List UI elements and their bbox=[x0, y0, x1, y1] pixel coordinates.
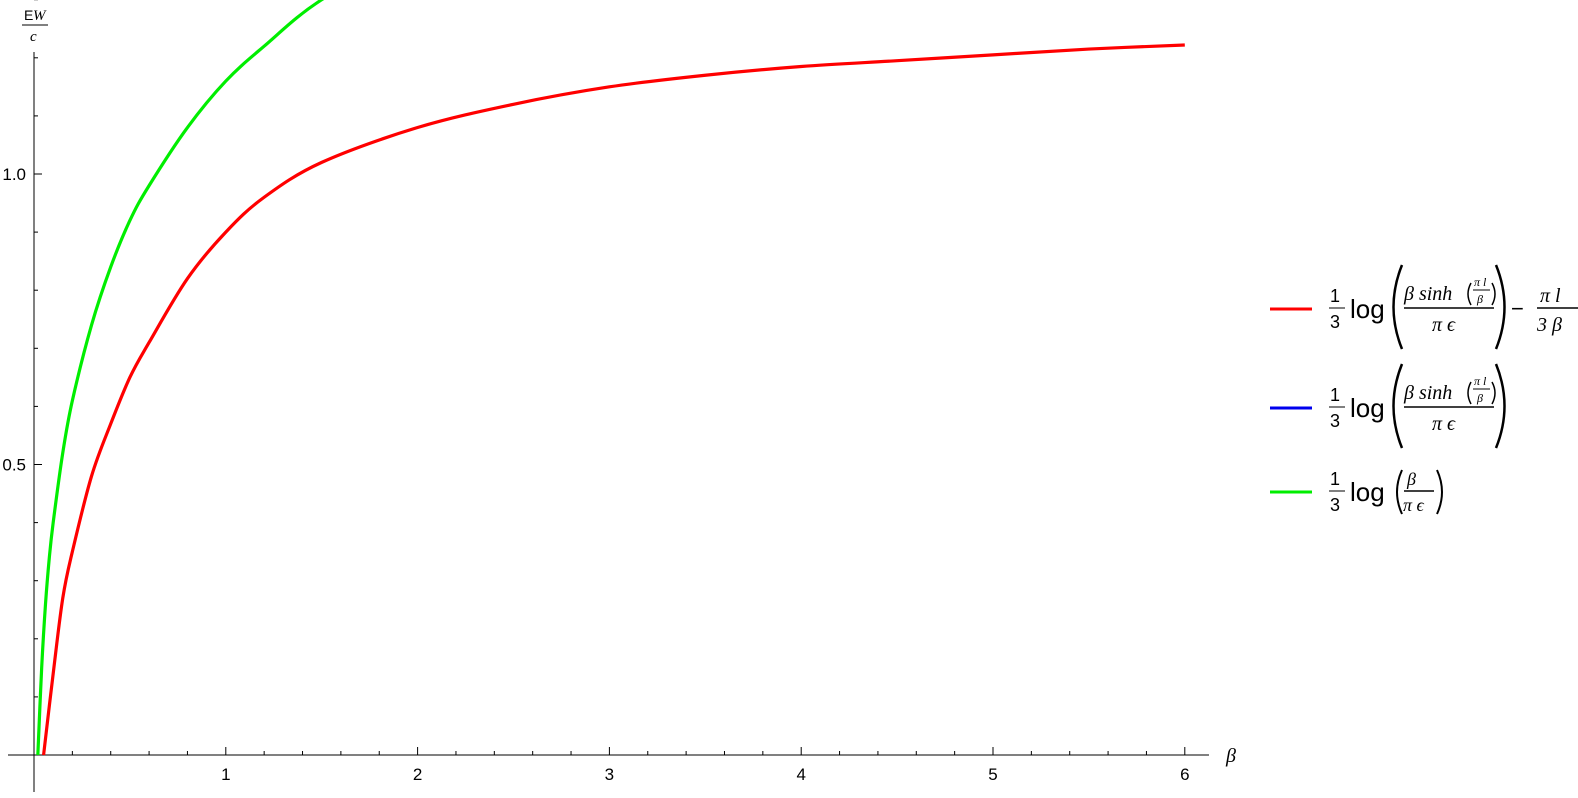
legend-entry-1: 1 3 log β sinh π l β π ϵ − π l 3 β bbox=[1270, 264, 1578, 350]
legend-1-tail-num: π l bbox=[1540, 285, 1561, 307]
legend-2-den: π ϵ bbox=[1432, 413, 1456, 435]
legend: 1 3 log β sinh π l β π ϵ − π l 3 β 1 3 l… bbox=[1270, 264, 1578, 515]
x-tick-label: 5 bbox=[988, 765, 997, 784]
legend-2-inner-den: β bbox=[1476, 391, 1483, 405]
legend-2-inner-num: π l bbox=[1474, 374, 1487, 388]
legend-2-func: log bbox=[1350, 393, 1385, 423]
series-3-line bbox=[36, 0, 325, 756]
legend-1-coef-num: 1 bbox=[1330, 286, 1340, 306]
legend-1-inner-den: β bbox=[1476, 292, 1483, 306]
legend-2-coef-num: 1 bbox=[1330, 385, 1340, 405]
x-tick-label: 1 bbox=[221, 765, 230, 784]
series-1-line bbox=[42, 43, 1185, 756]
series-layer bbox=[36, 0, 1185, 756]
legend-1-func: log bbox=[1350, 294, 1385, 324]
legend-1-den: π ϵ bbox=[1432, 314, 1456, 336]
legend-3-num: β bbox=[1406, 469, 1416, 489]
x-tick-label: 3 bbox=[605, 765, 614, 784]
legend-3-coef-den: 3 bbox=[1330, 495, 1340, 515]
x-tick-label: 4 bbox=[796, 765, 805, 784]
legend-1-tail-den: 3 β bbox=[1536, 314, 1562, 336]
y-axis-label-subscript: W bbox=[33, 8, 47, 24]
x-tick-label: 2 bbox=[413, 765, 422, 784]
x-axis-label: β bbox=[1225, 745, 1236, 767]
legend-3-coef-num: 1 bbox=[1330, 469, 1340, 489]
y-tick-label: 1.0 bbox=[2, 165, 26, 184]
legend-2-coef-den: 3 bbox=[1330, 411, 1340, 431]
legend-1-num-pre: β sinh bbox=[1403, 283, 1452, 305]
x-tick-label: 6 bbox=[1180, 765, 1189, 784]
legend-3-den: π ϵ bbox=[1403, 495, 1425, 515]
y-axis-label-denominator: c bbox=[30, 29, 37, 45]
legend-entry-3: 1 3 log β π ϵ bbox=[1270, 469, 1443, 515]
legend-3-func: log bbox=[1350, 477, 1385, 507]
y-axis-label-numerator: E bbox=[24, 7, 33, 23]
legend-1-inner-num: π l bbox=[1474, 275, 1487, 289]
legend-1-coef-den: 3 bbox=[1330, 312, 1340, 332]
y-tick-label: 0.5 bbox=[2, 456, 26, 475]
legend-1-minus: − bbox=[1511, 296, 1524, 321]
legend-entry-2: 1 3 log β sinh π l β π ϵ bbox=[1270, 363, 1506, 449]
y-axis-label: E W c bbox=[22, 7, 48, 45]
legend-2-num-pre: β sinh bbox=[1403, 382, 1452, 404]
